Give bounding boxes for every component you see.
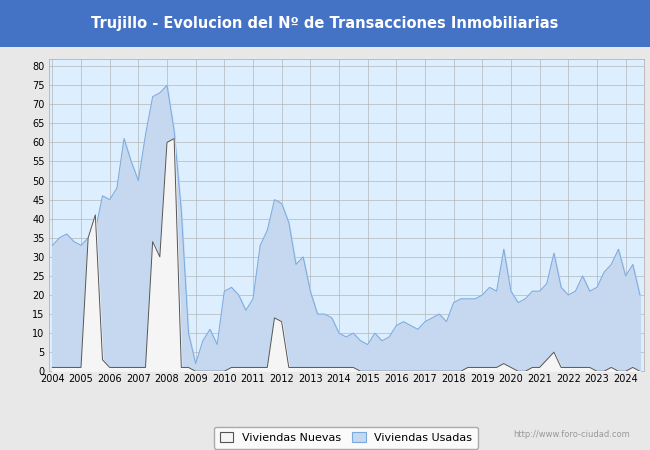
Text: Trujillo - Evolucion del Nº de Transacciones Inmobiliarias: Trujillo - Evolucion del Nº de Transacci… [91,16,559,31]
Text: http://www.foro-ciudad.com: http://www.foro-ciudad.com [514,430,630,439]
Legend: Viviendas Nuevas, Viviendas Usadas: Viviendas Nuevas, Viviendas Usadas [214,427,478,449]
